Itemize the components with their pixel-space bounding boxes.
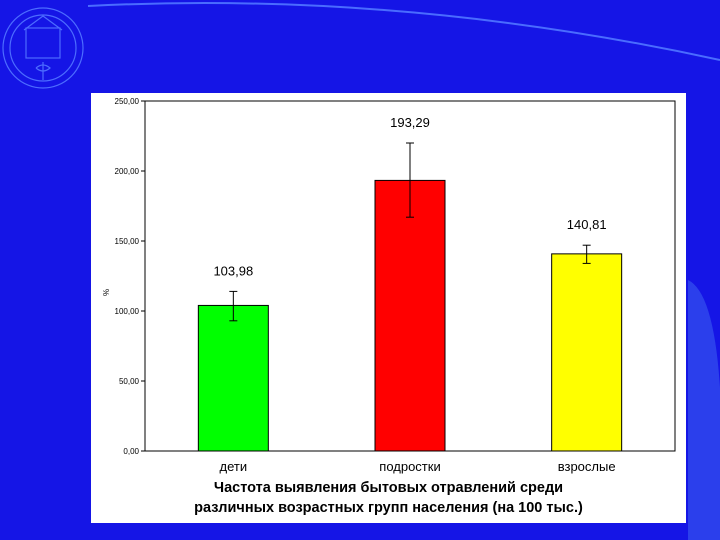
bar-chart: 0,00 50,00 100,00 150,00 200,00 250,00 % 103,… [102,97,676,474]
value-label-2: 193,29 [390,115,430,130]
chart-title-line-1: Частота выявления бытовых отравлений сре… [213,480,564,496]
y-axis-label: % [102,289,111,296]
value-label-1: 103,98 [213,263,253,278]
decorative-swoosh-right [688,280,720,540]
error-bar-3 [582,244,591,264]
y-tick-label: 250,00 [115,97,140,106]
x-tick-label-3: взрослые [558,459,616,474]
value-label-3: 140,81 [567,217,607,232]
university-emblem-watermark [2,7,84,89]
chart-title-line-2: различных возрастных групп населения (на… [194,500,583,516]
y-tick-label: 200,00 [115,167,140,176]
y-tick-label: 50,00 [119,377,140,386]
error-bar-1 [229,290,238,322]
bar-3 [551,253,623,452]
decorative-swoosh [87,2,720,61]
error-bars [229,142,591,322]
y-tick-labels: 0,00 50,00 100,00 150,00 200,00 250,00 [115,97,145,456]
chart-panel: 0,00 50,00 100,00 150,00 200,00 250,00 % 103,… [91,93,686,523]
bars [197,179,623,452]
x-tick-labels: дети подростки взрослые [220,459,616,474]
y-tick-label: 100,00 [115,307,140,316]
bar-1 [197,304,269,452]
y-tick-label: 150,00 [115,237,140,246]
error-bar-2 [406,142,414,218]
x-tick-label-1: дети [220,459,248,474]
y-tick-label: 0,00 [123,447,139,456]
value-labels: 103,98 193,29 140,81 [213,115,606,278]
bar-2 [374,179,446,452]
x-tick-label-2: подростки [379,459,440,474]
